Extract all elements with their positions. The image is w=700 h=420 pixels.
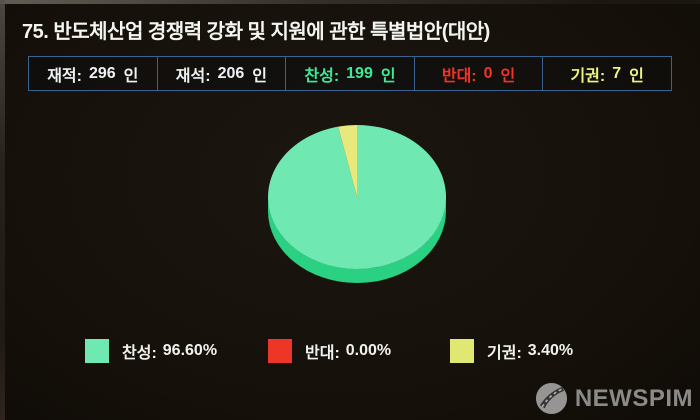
newspim-watermark: NEWSPIM	[535, 382, 693, 415]
stat-value: 7	[612, 64, 622, 82]
stat-yes: 찬성: 199 인	[285, 57, 414, 90]
legend-item-yes: 찬성: 96.60%	[85, 338, 217, 364]
bill-title: 75. 반도체산업 경쟁력 강화 및 지원에 관한 특별법안(대안)	[22, 21, 490, 43]
stat-abstain: 기권: 7 인	[542, 57, 671, 90]
vote-stats-bar: 재적: 296 인 재석: 206 인 찬성: 199 인 반대: 0 인 기권…	[28, 56, 672, 91]
legend-label: 기권:	[487, 345, 522, 362]
stat-unit: 인	[252, 67, 267, 85]
stat-label: 재적:	[47, 67, 82, 85]
stat-value: 206	[217, 64, 245, 82]
legend-percent: 0.00%	[345, 342, 392, 359]
stat-no: 반대: 0 인	[413, 57, 543, 90]
stat-label: 찬성:	[304, 67, 340, 85]
stat-value: 296	[88, 64, 116, 82]
stat-total-members: 재적: 296 인	[29, 57, 157, 90]
stat-label: 기권:	[570, 67, 606, 85]
legend-item-no: 반대: 0.00%	[268, 338, 391, 364]
legend-percent: 3.40%	[527, 342, 574, 359]
stat-value: 199	[346, 64, 373, 82]
stat-unit: 인	[380, 67, 396, 85]
newspim-logo-icon	[535, 382, 567, 415]
newspim-logo-text: NEWSPIM	[574, 384, 693, 412]
screen-bezel-top	[0, 0, 700, 4]
stat-label: 반대:	[441, 67, 477, 85]
stat-present: 재석: 206 인	[156, 57, 286, 90]
legend-percent: 96.60%	[162, 342, 218, 359]
stat-value: 0	[483, 64, 493, 82]
screen-bezel-left	[0, 0, 5, 420]
stat-label: 재석:	[175, 67, 211, 85]
legend-label: 반대:	[305, 345, 340, 362]
legend-item-abstain: 기권: 3.40%	[450, 338, 573, 364]
stat-unit: 인	[500, 67, 516, 85]
stat-unit: 인	[629, 67, 644, 85]
pie-chart	[268, 125, 447, 283]
legend-swatch-abstain	[450, 339, 474, 363]
stat-unit: 인	[123, 67, 139, 85]
legend-swatch-no	[268, 339, 292, 363]
legend-swatch-yes	[85, 339, 109, 363]
legend-label: 찬성:	[122, 345, 157, 362]
